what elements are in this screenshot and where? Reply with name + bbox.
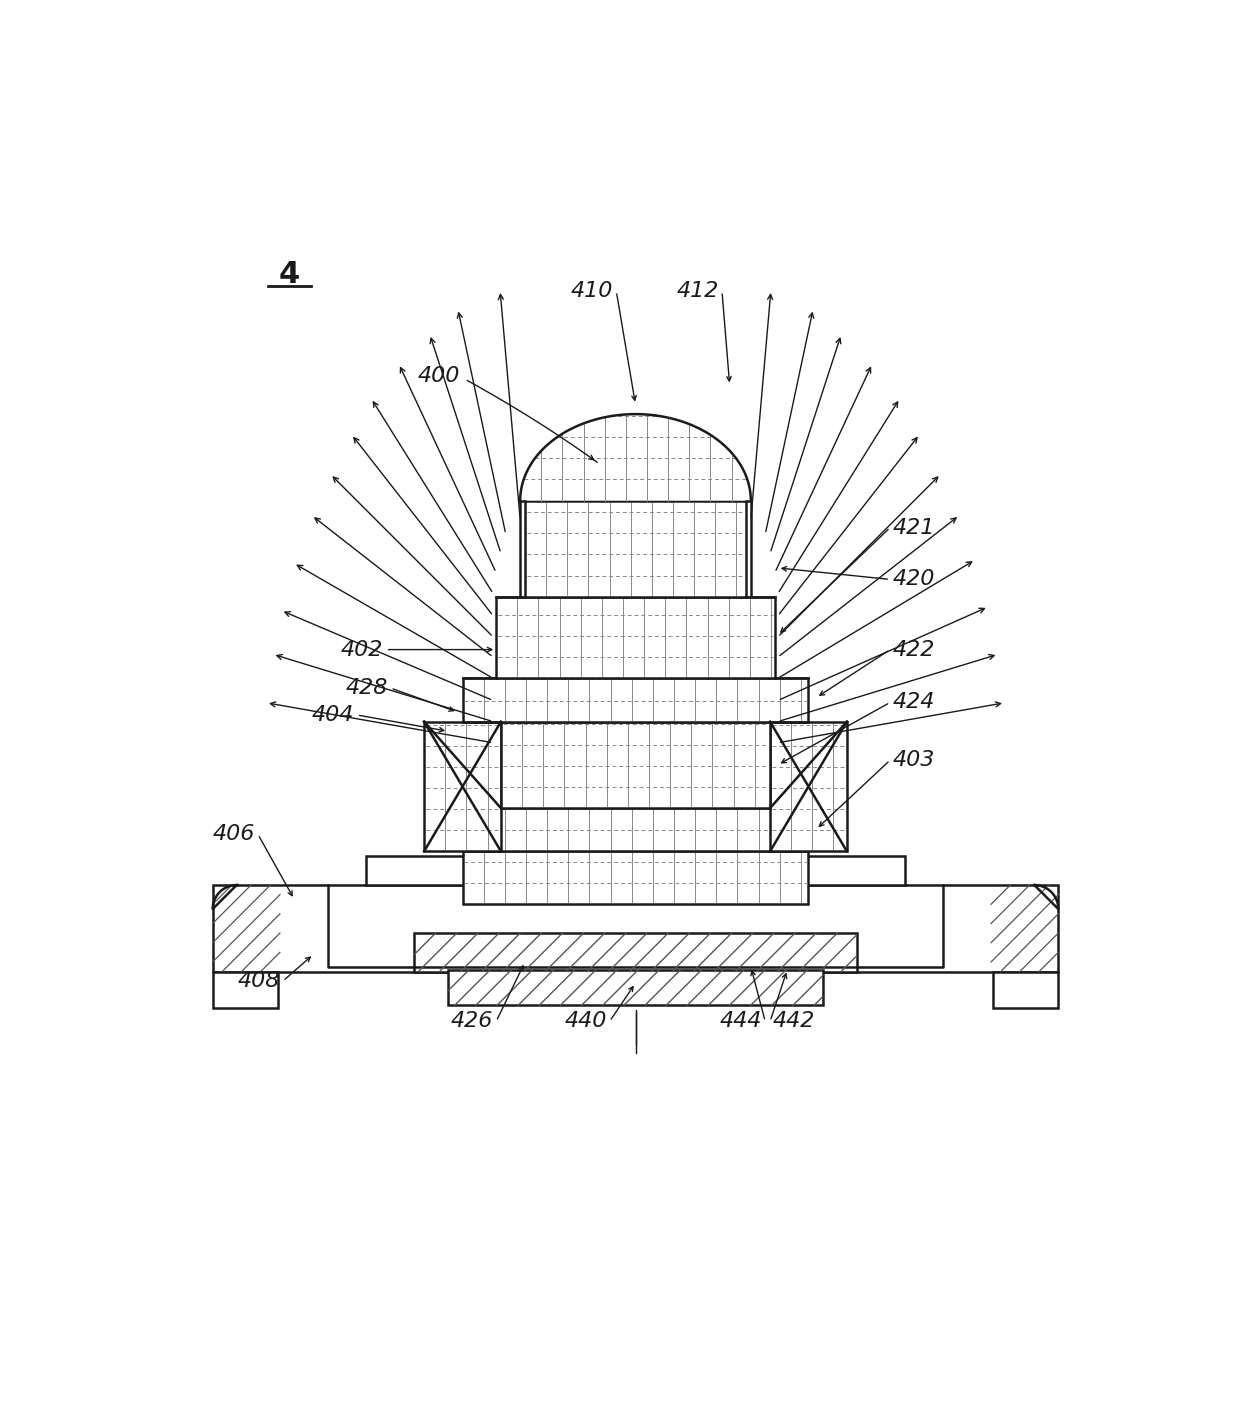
Text: 400: 400: [418, 365, 460, 386]
Text: 408: 408: [238, 971, 280, 991]
Text: 412: 412: [677, 281, 719, 302]
PathPatch shape: [424, 722, 501, 852]
Bar: [463, 852, 808, 904]
Bar: [367, 856, 905, 885]
Bar: [448, 970, 823, 1005]
Text: 420: 420: [893, 570, 935, 589]
Text: 410: 410: [572, 281, 614, 302]
Bar: [414, 933, 857, 971]
Text: 404: 404: [311, 705, 353, 725]
Text: 428: 428: [345, 678, 388, 698]
Bar: [525, 501, 746, 596]
Text: 406: 406: [212, 823, 255, 845]
PathPatch shape: [770, 722, 847, 852]
Text: 440: 440: [564, 1011, 606, 1032]
Bar: [213, 971, 278, 1008]
Bar: [463, 678, 808, 722]
Text: 403: 403: [893, 750, 935, 770]
Polygon shape: [521, 415, 751, 501]
Bar: [496, 596, 775, 678]
Text: 402: 402: [341, 640, 383, 660]
Text: 442: 442: [773, 1011, 815, 1032]
Bar: [213, 885, 1058, 971]
Bar: [327, 957, 942, 967]
Bar: [993, 971, 1058, 1008]
Bar: [501, 722, 770, 808]
Text: 424: 424: [893, 692, 935, 712]
Text: 422: 422: [893, 640, 935, 660]
Text: 426: 426: [451, 1011, 494, 1032]
Text: 4: 4: [279, 261, 300, 289]
Text: 444: 444: [720, 1011, 763, 1032]
Text: 421: 421: [893, 517, 935, 537]
Bar: [463, 808, 808, 852]
